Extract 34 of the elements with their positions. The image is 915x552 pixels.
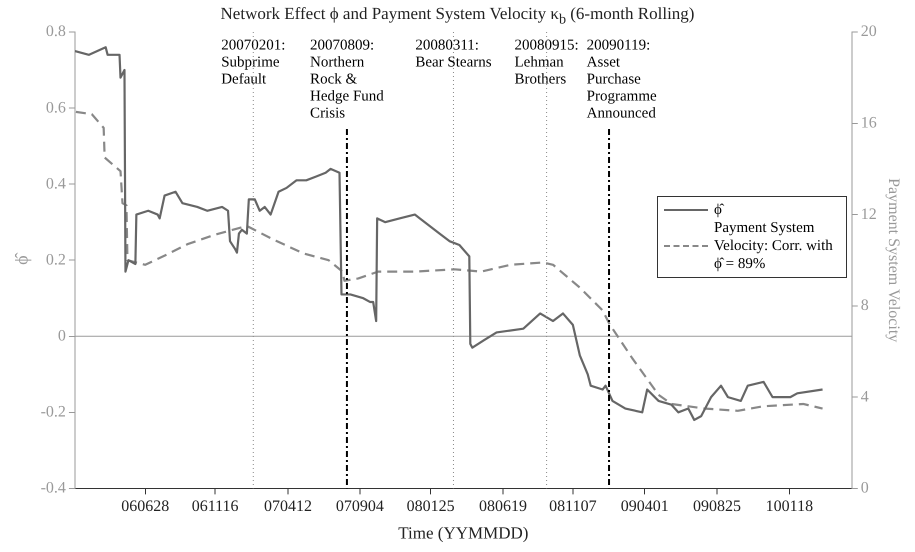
y2-tick-label: 0 [860, 480, 869, 497]
y-tick-label: 0 [58, 327, 66, 344]
x-tick-label: 070904 [336, 498, 384, 516]
legend-label: ϕ̂ [714, 201, 722, 219]
x-tick-label: 080619 [479, 498, 527, 516]
y-tick-label: 0.6 [46, 99, 66, 116]
ref-line-label: 20070809: Northern Rock & Hedge Fund Crisis [310, 37, 384, 122]
y2-axis-title: Payment System Velocity [885, 178, 902, 342]
x-tick-label: 100118 [766, 498, 814, 516]
y-tick-label: 0.8 [46, 23, 66, 40]
y-tick-label: 0.2 [46, 251, 66, 268]
ref-line-label: 20090119: Asset Purchase Programme Announced [586, 37, 658, 122]
y2-tick-label: 4 [860, 388, 869, 406]
ref-line-label: 20070201: Subprime Default [221, 37, 286, 88]
x-tick-label: 090825 [693, 498, 742, 516]
x-tick-label: 061116 [192, 498, 239, 516]
x-tick-label: 090401 [620, 498, 669, 516]
y2-tick-label: 20 [860, 23, 877, 40]
y-tick-label: -0.2 [40, 404, 66, 421]
y-tick-label: 0.4 [46, 175, 66, 192]
x-tick-label: 080125 [406, 498, 455, 516]
x-tick-label: 081107 [549, 498, 597, 516]
chart-title: Network Effect ϕ and Payment System Velocity κ$_{b}$ (6-month Rolling) [220, 4, 694, 28]
y-tick-label: -0.4 [40, 480, 66, 497]
x-axis-title: Time (YYMMDD) [398, 523, 528, 542]
x-tick-label: 060628 [121, 498, 170, 516]
legend-label: Payment System Velocity: Corr. with ϕ̂ = 89% [714, 219, 834, 273]
y2-tick-label: 12 [860, 206, 877, 223]
ref-line-label: 20080311: Bear Stearns [415, 37, 492, 70]
ref-line-label: 20080915: Lehman Brothers [514, 37, 579, 88]
y-axis-title: ϕ̂ [12, 252, 32, 265]
y2-tick-label: 16 [860, 114, 877, 132]
y2-tick-label: 8 [860, 297, 869, 314]
x-tick-label: 070412 [264, 498, 312, 516]
